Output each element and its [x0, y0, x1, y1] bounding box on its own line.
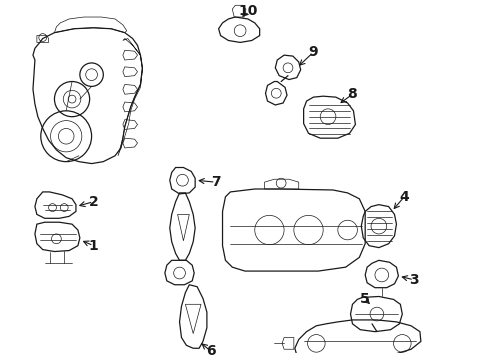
- Text: 2: 2: [89, 195, 98, 209]
- Text: 8: 8: [347, 87, 357, 101]
- Text: 7: 7: [211, 175, 220, 189]
- Text: 1: 1: [89, 239, 98, 253]
- Text: 5: 5: [360, 292, 370, 306]
- Text: 3: 3: [409, 273, 419, 287]
- Text: 4: 4: [399, 190, 409, 204]
- Text: 10: 10: [238, 4, 258, 18]
- Text: 6: 6: [206, 344, 216, 358]
- Text: 9: 9: [309, 45, 318, 59]
